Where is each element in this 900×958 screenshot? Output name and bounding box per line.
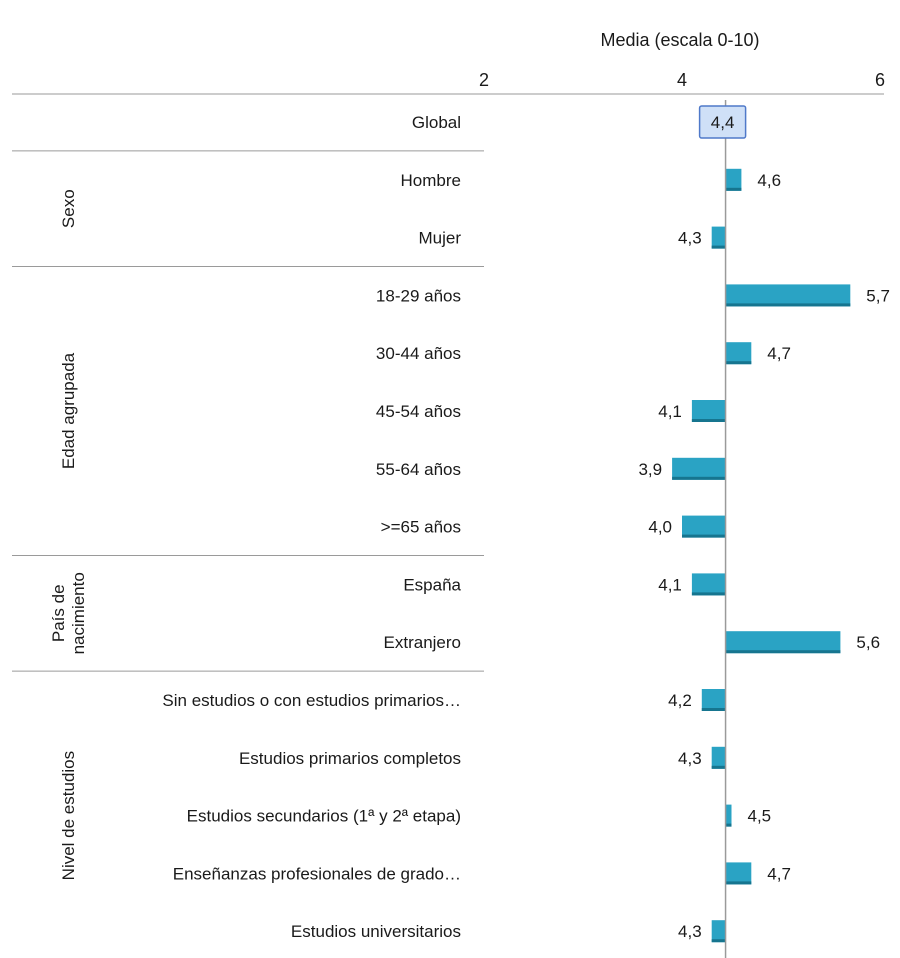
bar: [725, 284, 851, 307]
category-label: Global: [412, 113, 461, 132]
bar: [725, 342, 752, 365]
category-label: Sin estudios o con estudios primarios…: [162, 691, 461, 710]
bar: [672, 457, 726, 480]
group-label: Nivel de estudios: [59, 751, 78, 880]
group-label: Sexo: [59, 189, 78, 228]
data-label: 4,0: [648, 518, 672, 537]
data-label: 4,3: [678, 922, 702, 941]
bars: 4,6 4,3 5,7 4,7 4,1 3,9 4,0 4,1 5,6 4,2 4,3 4,5 4,7 4…: [638, 168, 890, 943]
category-rows: Global Hombre Mujer 18-29 años 30-44 años 45-…: [162, 113, 461, 941]
bar: [691, 573, 726, 596]
bar: [711, 746, 726, 769]
x-axis: Media (escala 0-10) 2 4 6: [479, 30, 885, 90]
data-label: 4,1: [658, 575, 682, 594]
category-label: >=65 años: [381, 518, 461, 537]
bar-shade: [691, 592, 726, 596]
bar-shade: [672, 476, 726, 480]
bar: [725, 631, 841, 654]
data-label: 5,6: [856, 633, 880, 652]
bar-shade: [725, 650, 841, 654]
category-label: Enseñanzas profesionales de grado…: [173, 864, 461, 883]
category-label: España: [403, 575, 461, 594]
bar-shade: [691, 419, 726, 422]
group-dividers: [12, 93, 884, 672]
category-label: 45-54 años: [376, 402, 461, 421]
bar-shade: [711, 245, 726, 249]
category-label: Extranjero: [384, 633, 461, 652]
x-tick-label: 4: [677, 70, 687, 90]
bar: [725, 168, 742, 191]
data-label: 4,3: [678, 749, 702, 768]
category-label: Estudios secundarios (1ª y 2ª etapa): [187, 807, 461, 826]
group-label: Edad agrupada: [59, 352, 78, 469]
data-label: 4,7: [767, 864, 791, 883]
bar: [682, 515, 726, 538]
x-tick-label: 6: [875, 70, 885, 90]
bar: [725, 862, 752, 885]
bar: [691, 400, 726, 422]
global-value-label: 4,4: [711, 113, 735, 132]
category-label: 55-64 años: [376, 460, 461, 479]
bar-shade: [725, 823, 732, 827]
bar: [711, 226, 726, 249]
bar-shade: [725, 361, 752, 365]
data-label: 4,7: [767, 344, 791, 363]
bar: [701, 689, 726, 711]
bar-shade: [725, 303, 851, 307]
bar-shade: [725, 187, 742, 191]
data-label: 4,2: [668, 691, 692, 710]
bar-shade: [682, 534, 726, 538]
category-label: Estudios primarios completos: [239, 749, 461, 768]
category-label: 30-44 años: [376, 344, 461, 363]
data-label: 3,9: [638, 460, 662, 479]
bar-shade: [701, 708, 726, 711]
bar-shade: [711, 765, 726, 769]
group-labels: Sexo Edad agrupada País denacimiento Nivel …: [49, 189, 88, 880]
group-label: País denacimiento: [49, 572, 88, 654]
bar: [725, 804, 732, 827]
category-label: Estudios universitarios: [291, 922, 461, 941]
data-label: 4,1: [658, 402, 682, 421]
bar-shade: [725, 881, 752, 885]
data-label: 4,5: [748, 807, 772, 826]
bar: [711, 920, 726, 943]
data-label: 5,7: [866, 286, 890, 305]
global-box: [698, 105, 747, 139]
x-axis-title: Media (escala 0-10): [600, 30, 759, 50]
category-label: 18-29 años: [376, 286, 461, 305]
data-label: 4,6: [757, 171, 781, 190]
category-label: Mujer: [418, 229, 461, 248]
x-tick-label: 2: [479, 70, 489, 90]
bar-shade: [711, 939, 726, 943]
global-value-box: 4,4: [698, 105, 747, 139]
category-label: Hombre: [401, 171, 461, 190]
data-label: 4,3: [678, 229, 702, 248]
